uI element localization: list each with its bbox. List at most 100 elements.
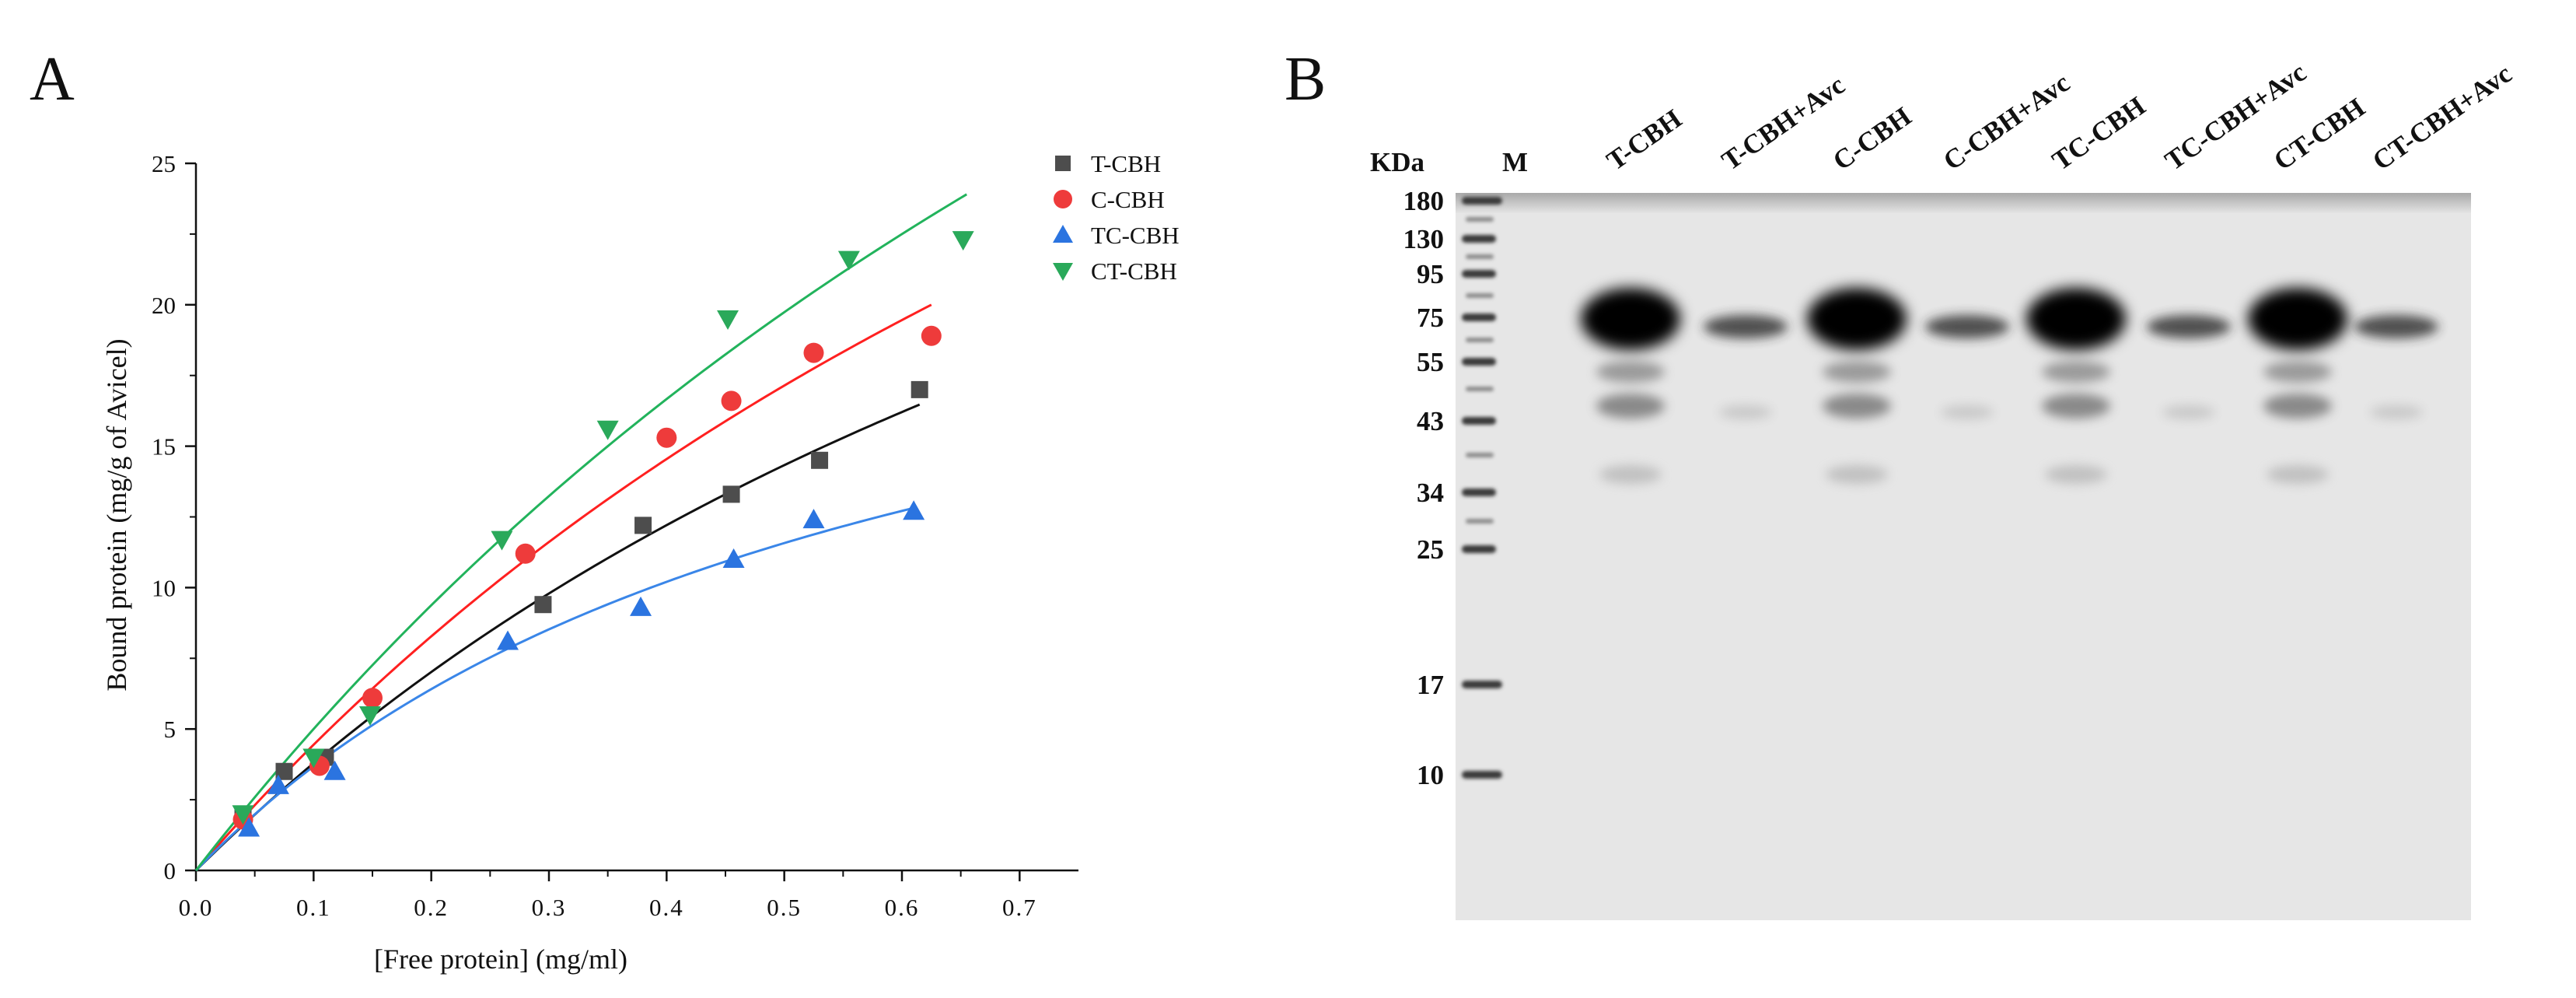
lane-label-tc-cbh: TC-CBH bbox=[2046, 91, 2151, 177]
data-point-c-cbh bbox=[656, 427, 677, 448]
y-tick-label: 0 bbox=[164, 857, 177, 884]
data-point-tc-cbh bbox=[323, 760, 346, 780]
mw-label-75: 75 bbox=[1417, 303, 1444, 333]
data-points bbox=[232, 231, 974, 837]
legend-label-tc-cbh: TC-CBH bbox=[1091, 222, 1180, 249]
legend-marker-tc-cbh bbox=[1053, 225, 1073, 243]
ladder-band bbox=[1462, 771, 1502, 779]
lane-label-ct-cbh-plus-avc: CT-CBH+Avc bbox=[2367, 58, 2517, 177]
data-point-t-cbh bbox=[275, 762, 293, 780]
minor-band bbox=[2263, 361, 2332, 383]
major-band bbox=[2248, 288, 2347, 350]
minor-band bbox=[2045, 465, 2107, 484]
major-band bbox=[2026, 288, 2126, 350]
kda-unit-label: KDa bbox=[1370, 147, 1424, 177]
ladder-band-faint bbox=[1466, 453, 1494, 457]
minor-band bbox=[2042, 361, 2110, 383]
data-point-c-cbh bbox=[803, 342, 824, 363]
chart-legend: T-CBH C-CBH TC-CBH CT-CBH bbox=[1053, 150, 1180, 285]
chart-axes: 0.0 0.1 0.2 0.3 0.4 0.5 0.6 0.7 0 5 10 15 20 25 bbox=[152, 150, 1078, 921]
minor-band bbox=[1823, 361, 1891, 383]
ladder-band-faint bbox=[1466, 217, 1494, 222]
mw-label-25: 25 bbox=[1417, 534, 1444, 565]
ladder-band-faint bbox=[1466, 519, 1494, 524]
protein-bands bbox=[1581, 288, 2438, 484]
trace-band bbox=[2162, 405, 2215, 419]
mw-label-180: 180 bbox=[1403, 186, 1445, 216]
fit-curve-tc-cbh bbox=[194, 506, 914, 872]
legend-marker-c-cbh bbox=[1054, 190, 1072, 208]
data-point-c-cbh bbox=[721, 390, 742, 411]
data-point-t-cbh bbox=[534, 596, 552, 614]
legend-marker-ct-cbh bbox=[1053, 263, 1073, 281]
data-point-tc-cbh bbox=[238, 817, 260, 837]
data-point-ct-cbh bbox=[717, 310, 739, 330]
lane-label-t-cbh: T-CBH bbox=[1601, 103, 1687, 177]
data-point-t-cbh bbox=[911, 380, 928, 398]
ladder-band-faint bbox=[1466, 293, 1494, 298]
ladder-band bbox=[1462, 488, 1496, 496]
minor-band bbox=[2263, 394, 2332, 418]
lane-label-ct-cbh: CT-CBH bbox=[2268, 92, 2370, 176]
y-tick-label: 20 bbox=[152, 292, 176, 319]
trace-band bbox=[1941, 405, 1994, 419]
marker-lane-label: M bbox=[1502, 147, 1528, 177]
y-tick-label: 25 bbox=[152, 150, 176, 177]
x-tick-label: 0.4 bbox=[649, 894, 684, 921]
minor-band bbox=[1596, 394, 1665, 418]
data-point-tc-cbh bbox=[722, 548, 745, 569]
ladder-band bbox=[1462, 197, 1502, 205]
ladder-band-faint bbox=[1466, 387, 1494, 391]
y-axis-label: Bound protein (mg/g of Avicel) bbox=[101, 338, 132, 691]
x-tick-label: 0.6 bbox=[885, 894, 920, 921]
ladder-band bbox=[1462, 235, 1496, 243]
y-tick-label: 5 bbox=[164, 716, 177, 743]
data-point-t-cbh bbox=[634, 517, 652, 534]
mw-label-34: 34 bbox=[1417, 478, 1444, 508]
fit-curve-ct-cbh bbox=[194, 193, 968, 871]
trace-band bbox=[2370, 405, 2423, 419]
data-point-ct-cbh bbox=[302, 748, 325, 769]
minor-band bbox=[1599, 465, 1662, 484]
gel-top-edge bbox=[1456, 193, 2471, 213]
mw-label-10: 10 bbox=[1417, 760, 1444, 790]
legend-label-t-cbh: T-CBH bbox=[1091, 150, 1161, 177]
gel-background bbox=[1456, 193, 2471, 920]
legend-marker-t-cbh bbox=[1055, 156, 1071, 171]
ladder-band-faint bbox=[1466, 338, 1494, 342]
mw-label-43: 43 bbox=[1417, 406, 1444, 436]
ladder-band-faint bbox=[1466, 254, 1494, 259]
binding-isotherm-chart: 0.0 0.1 0.2 0.3 0.4 0.5 0.6 0.7 0 5 10 15 20 25 T-CBH… bbox=[101, 150, 1180, 975]
x-tick-label: 0.3 bbox=[532, 894, 567, 921]
mw-label-95: 95 bbox=[1417, 259, 1444, 289]
data-point-t-cbh bbox=[722, 485, 740, 503]
data-point-tc-cbh bbox=[903, 500, 925, 520]
unbound-band bbox=[2147, 315, 2231, 338]
ladder-band bbox=[1462, 417, 1496, 425]
lane-label-c-cbh-plus-avc: C-CBH+Avc bbox=[1938, 68, 2075, 177]
ladder-band bbox=[1462, 681, 1502, 688]
data-point-ct-cbh bbox=[596, 420, 619, 440]
x-tick-label: 0.0 bbox=[179, 894, 214, 921]
unbound-band bbox=[1925, 315, 2009, 338]
data-point-ct-cbh bbox=[232, 805, 254, 825]
molecular-weight-labels: 180 130 95 75 55 43 34 25 17 10 bbox=[1403, 186, 1445, 790]
minor-band bbox=[1826, 465, 1888, 484]
y-tick-label: 10 bbox=[152, 574, 176, 601]
x-tick-label: 0.2 bbox=[414, 894, 449, 921]
legend-label-ct-cbh: CT-CBH bbox=[1091, 257, 1177, 285]
fit-curve-c-cbh bbox=[194, 303, 932, 871]
data-point-ct-cbh bbox=[837, 250, 860, 271]
data-point-tc-cbh bbox=[802, 509, 825, 529]
mw-label-130: 130 bbox=[1403, 224, 1445, 254]
x-tick-label: 0.5 bbox=[767, 894, 802, 921]
data-point-c-cbh bbox=[515, 543, 536, 564]
ladder-band bbox=[1462, 313, 1496, 321]
data-point-ct-cbh bbox=[491, 531, 513, 551]
minor-band bbox=[2267, 465, 2329, 484]
data-point-t-cbh bbox=[811, 451, 829, 469]
lane-label-t-cbh-plus-avc: T-CBH+Avc bbox=[1716, 69, 1851, 176]
data-point-c-cbh bbox=[362, 688, 383, 709]
molecular-weight-ladder bbox=[1462, 197, 1502, 779]
